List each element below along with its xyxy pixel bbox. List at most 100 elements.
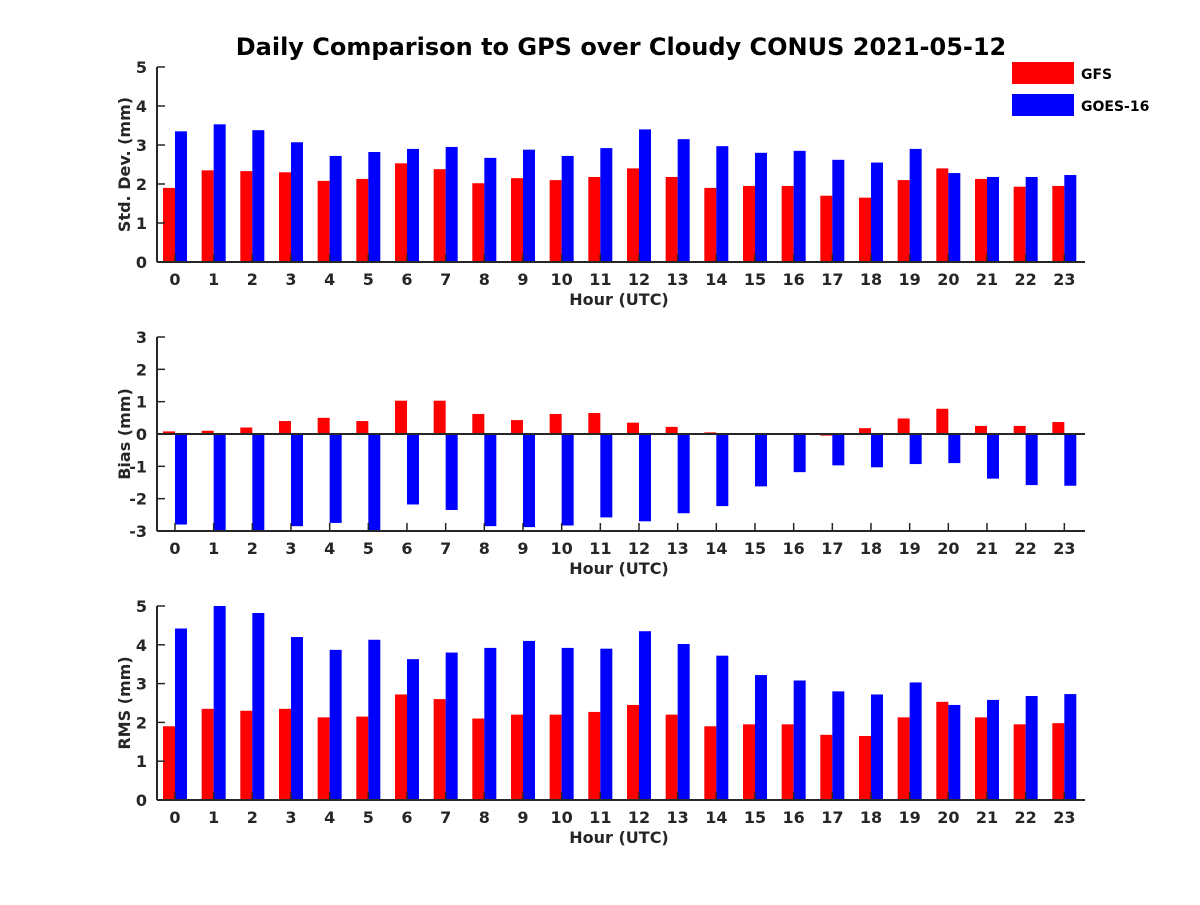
y-tick-label: 2 (136, 360, 147, 379)
bar-std-dev-goes16-hour-1 (213, 124, 226, 262)
bar-rms-goes16-hour-12 (639, 631, 651, 800)
bar-rms-gfs-hour-4 (317, 717, 330, 800)
bar-rms-gfs-hour-3 (279, 708, 291, 800)
bar-bias-goes16-hour-7 (445, 434, 458, 510)
bar-std-dev-gfs-hour-10 (549, 180, 562, 262)
x-tick-label: 21 (976, 270, 998, 289)
bar-rms-goes16-hour-21 (987, 699, 999, 800)
bar-rms-goes16-hour-8 (484, 647, 497, 800)
bar-std-dev-gfs-hour-18 (859, 197, 871, 262)
x-tick-label: 6 (401, 539, 412, 558)
x-tick-label: 23 (1053, 539, 1075, 558)
y-tick-label: 3 (136, 136, 147, 155)
x-axis-label: Hour (UTC) (569, 828, 669, 847)
x-tick-label: 19 (899, 808, 921, 827)
x-tick-label: 17 (821, 539, 843, 558)
x-tick-label: 0 (169, 539, 180, 558)
bar-std-dev-goes16-hour-2 (252, 130, 265, 262)
chart-title: Daily Comparison to GPS over Cloudy CONU… (236, 33, 1007, 61)
bar-rms-goes16-hour-9 (523, 640, 535, 800)
bar-std-dev-gfs-hour-17 (820, 195, 833, 262)
x-tick-label: 4 (324, 539, 335, 558)
y-tick-label: -3 (129, 522, 147, 541)
x-tick-label: 18 (860, 270, 882, 289)
bar-rms-goes16-hour-17 (832, 691, 845, 800)
bar-bias-goes16-hour-8 (484, 434, 497, 527)
legend-label-goes16: GOES-16 (1081, 99, 1149, 115)
bar-std-dev-goes16-hour-6 (407, 148, 419, 262)
bar-bias-goes16-hour-17 (832, 434, 845, 466)
y-tick-label: -2 (129, 490, 147, 509)
bar-std-dev-goes16-hour-21 (987, 176, 999, 262)
x-tick-label: 2 (247, 270, 258, 289)
bar-rms-goes16-hour-18 (871, 694, 883, 800)
y-tick-label: 1 (136, 393, 147, 412)
bar-bias-goes16-hour-11 (600, 434, 613, 518)
x-tick-label: 4 (324, 808, 335, 827)
x-tick-label: 11 (589, 808, 611, 827)
x-tick-label: 11 (589, 539, 611, 558)
x-tick-label: 15 (744, 270, 766, 289)
y-tick-label: 1 (136, 752, 147, 771)
bar-std-dev-goes16-hour-20 (948, 173, 961, 262)
bar-bias-gfs-hour-13 (665, 426, 678, 434)
y-tick-label: 2 (136, 175, 147, 194)
bar-bias-gfs-hour-22 (1013, 425, 1026, 434)
x-tick-label: 20 (937, 270, 959, 289)
x-tick-label: 18 (860, 808, 882, 827)
x-tick-label: 22 (1015, 270, 1037, 289)
bar-rms-gfs-hour-19 (897, 717, 910, 800)
bar-std-dev-gfs-hour-4 (317, 180, 330, 262)
bar-bias-goes16-hour-1 (213, 434, 226, 531)
bar-rms-gfs-hour-17 (820, 734, 833, 800)
bar-bias-gfs-hour-11 (588, 412, 601, 434)
bar-std-dev-goes16-hour-19 (909, 148, 922, 262)
x-tick-label: 8 (479, 808, 490, 827)
x-tick-label: 22 (1015, 539, 1037, 558)
bar-rms-goes16-hour-11 (600, 648, 613, 800)
y-axis-label: Std. Dev. (mm) (115, 97, 134, 232)
x-tick-label: 4 (324, 270, 335, 289)
bar-bias-gfs-hour-2 (240, 427, 253, 434)
bars-rms (163, 606, 1077, 800)
bar-bias-gfs-hour-18 (859, 428, 871, 434)
bar-rms-goes16-hour-15 (755, 675, 767, 800)
bar-std-dev-goes16-hour-15 (755, 152, 767, 262)
bar-rms-gfs-hour-18 (859, 735, 871, 800)
x-tick-label: 18 (860, 539, 882, 558)
x-axis-label: Hour (UTC) (569, 559, 669, 578)
bar-rms-gfs-hour-15 (743, 724, 755, 800)
bar-bias-goes16-hour-15 (755, 434, 767, 487)
bar-std-dev-gfs-hour-5 (356, 178, 369, 262)
bar-rms-goes16-hour-13 (677, 644, 690, 800)
bar-bias-gfs-hour-19 (897, 418, 910, 434)
bar-std-dev-goes16-hour-18 (871, 162, 883, 262)
bar-std-dev-gfs-hour-22 (1013, 186, 1026, 262)
x-tick-label: 2 (247, 808, 258, 827)
x-tick-label: 10 (551, 539, 573, 558)
bar-rms-gfs-hour-23 (1052, 723, 1065, 800)
y-tick-label: 0 (136, 253, 147, 272)
x-tick-label: 23 (1053, 808, 1075, 827)
bar-std-dev-goes16-hour-8 (484, 157, 497, 262)
bar-rms-gfs-hour-9 (511, 714, 523, 800)
x-tick-label: 14 (705, 270, 727, 289)
bar-std-dev-goes16-hour-9 (523, 149, 535, 262)
bar-rms-goes16-hour-4 (329, 649, 342, 800)
bar-std-dev-goes16-hour-12 (639, 129, 651, 262)
y-axis-label: RMS (mm) (115, 656, 134, 749)
x-tick-label: 1 (208, 270, 219, 289)
bar-bias-goes16-hour-6 (407, 434, 419, 505)
bar-rms-goes16-hour-20 (948, 704, 961, 800)
bar-std-dev-gfs-hour-1 (201, 170, 214, 262)
bar-bias-gfs-hour-1 (201, 430, 214, 434)
x-tick-label: 23 (1053, 270, 1075, 289)
bar-rms-gfs-hour-1 (201, 708, 214, 800)
bar-rms-goes16-hour-16 (793, 680, 806, 800)
bar-bias-gfs-hour-6 (395, 400, 407, 434)
x-tick-label: 13 (667, 270, 689, 289)
y-tick-label: 4 (136, 636, 147, 655)
bar-std-dev-gfs-hour-7 (433, 169, 446, 262)
bar-bias-goes16-hour-19 (909, 434, 922, 465)
x-tick-label: 5 (363, 539, 374, 558)
